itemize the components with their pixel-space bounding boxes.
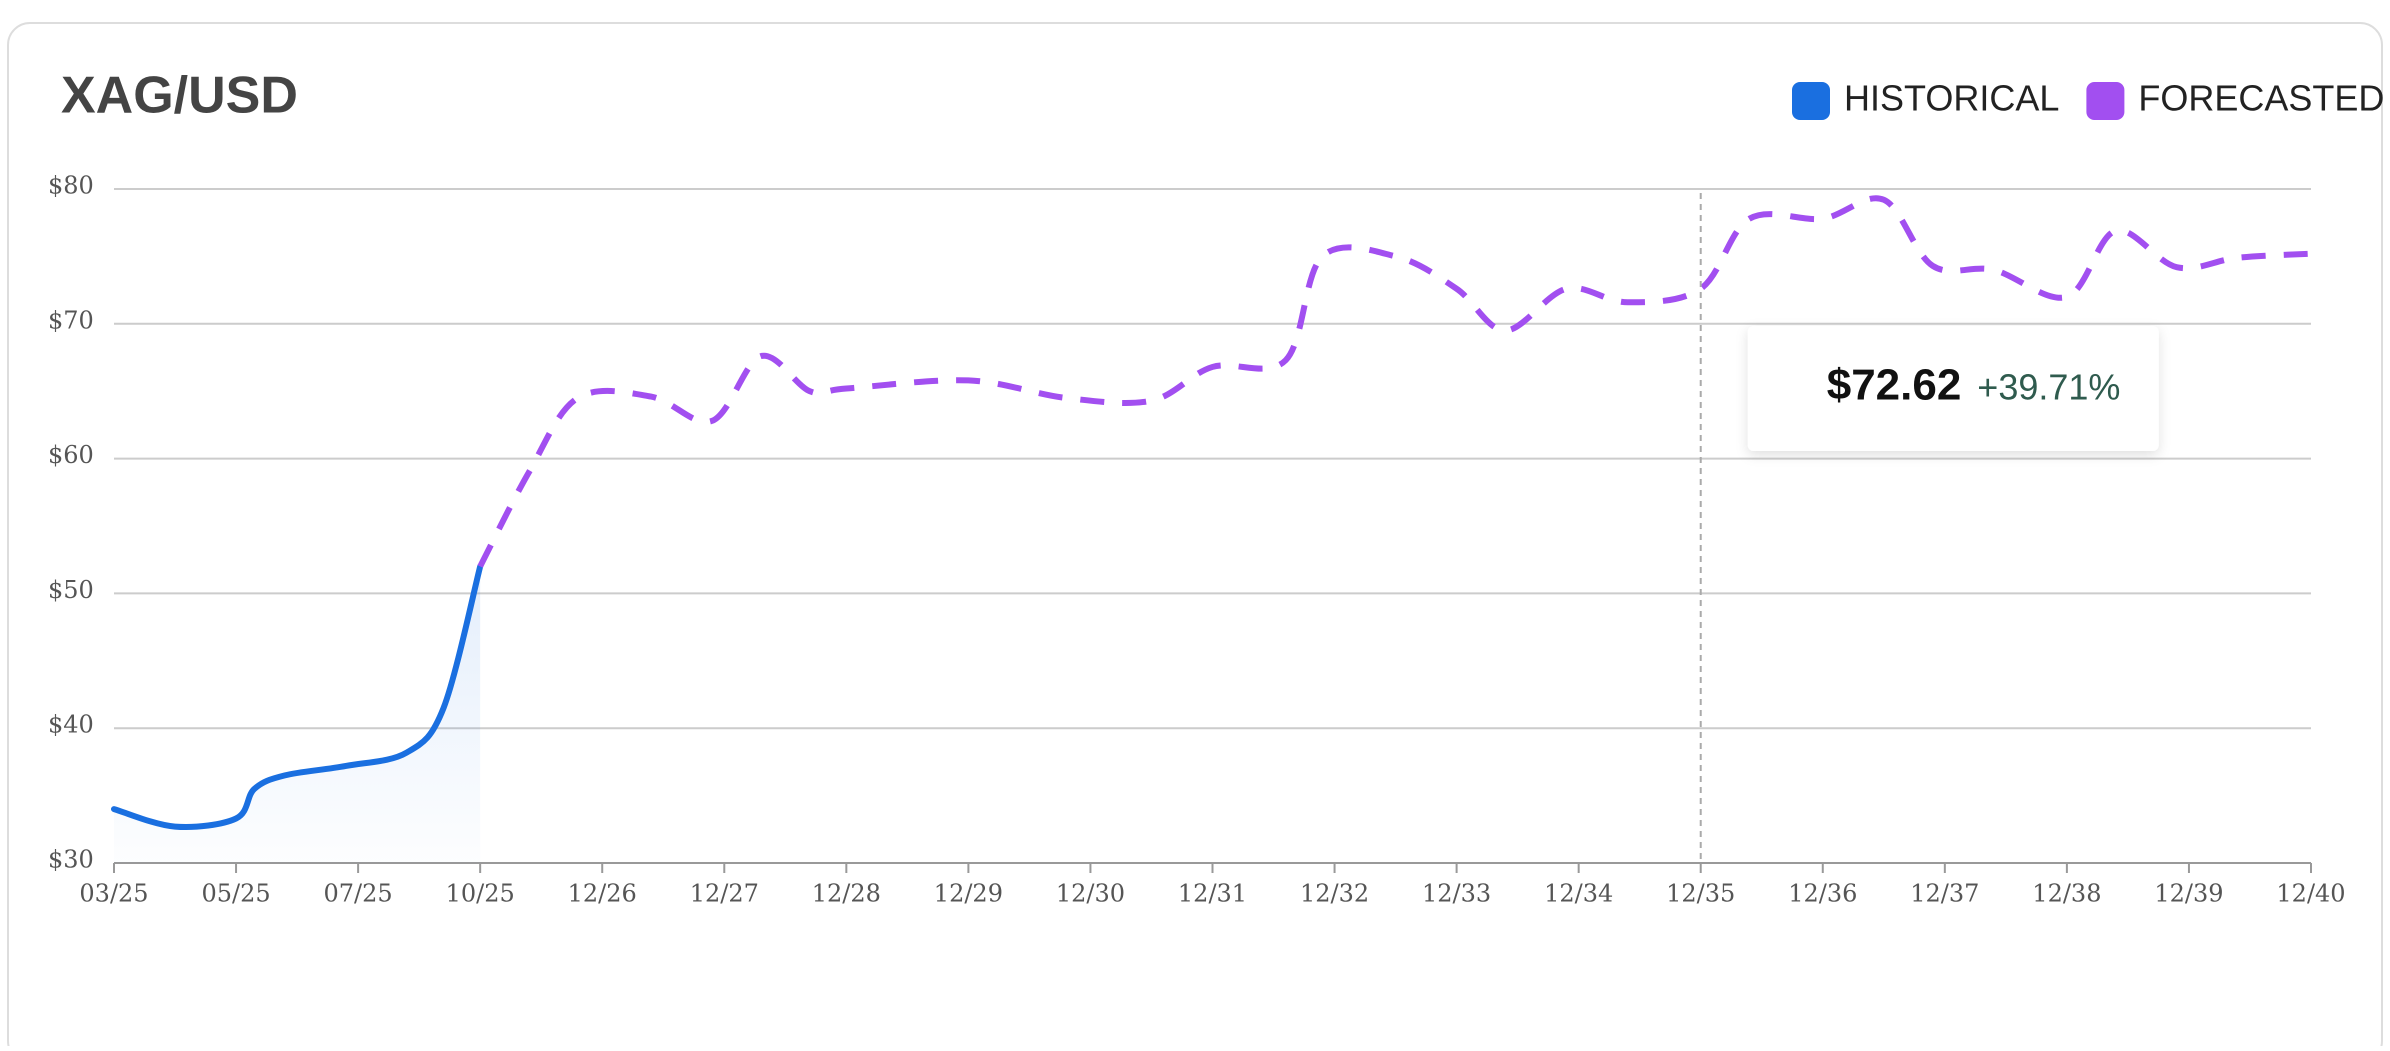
card — [7, 22, 2383, 1051]
legend-swatch — [1792, 82, 1830, 120]
legend-label: FORECASTED — [2138, 78, 2384, 119]
x-tick-label: 12/30 — [1056, 880, 1125, 908]
x-tick-label: 12/32 — [1300, 880, 1369, 908]
x-tick-label: 12/29 — [934, 880, 1003, 908]
x-tick-label: 12/33 — [1422, 880, 1491, 908]
y-tick-label: $30 — [48, 846, 94, 874]
area — [114, 566, 481, 863]
y-tick-label: $50 — [48, 576, 94, 604]
y-tick-label: $70 — [48, 306, 94, 334]
x-tick-label: 12/37 — [1910, 880, 1979, 908]
tooltip-price: $72.62 — [1827, 361, 1962, 410]
x-tick-label: 05/25 — [201, 880, 270, 908]
y-tick-label: $40 — [48, 711, 94, 739]
x-tick-label: 12/34 — [1544, 880, 1613, 908]
x-tick-label: 12/40 — [2276, 880, 2345, 908]
x-tick-label: 10/25 — [446, 880, 515, 908]
tooltip-box — [1747, 326, 2159, 451]
x-tick-label: 12/36 — [1788, 880, 1857, 908]
y-tick-label: $80 — [48, 172, 94, 200]
tooltip-change: +39.71% — [1977, 367, 2120, 408]
y-tick-label: $60 — [48, 441, 94, 469]
x-tick-label: 12/27 — [690, 880, 759, 908]
x-tick-label: 12/31 — [1178, 880, 1247, 908]
x-tick-label: 12/26 — [568, 880, 637, 908]
x-tick-label: 03/25 — [79, 880, 148, 908]
x-tick-label: 12/39 — [2154, 880, 2223, 908]
x-tick-label: 12/28 — [812, 880, 881, 908]
x-tick-label: 12/38 — [2032, 880, 2101, 908]
legend-swatch — [2086, 82, 2125, 120]
x-tick-label: 12/35 — [1666, 880, 1735, 908]
chart-title: XAG/USD — [61, 67, 298, 125]
legend-label: HISTORICAL — [1844, 78, 2059, 119]
series-line — [111, 563, 484, 830]
x-tick-label: 07/25 — [324, 880, 393, 908]
